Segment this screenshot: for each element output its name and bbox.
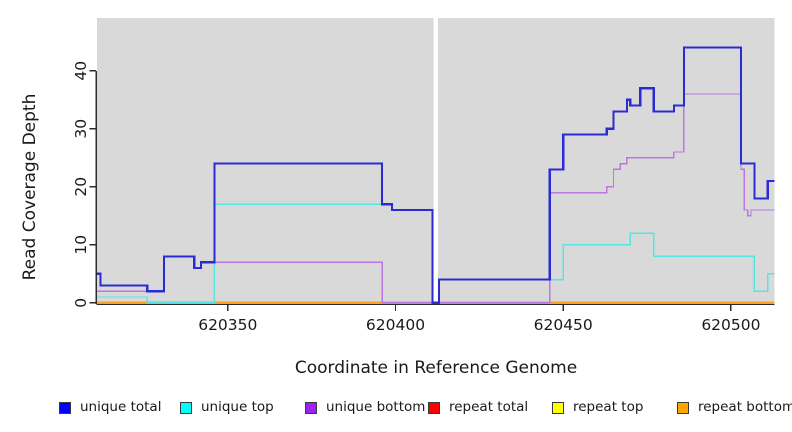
y-tick-label: 10 [72,235,90,255]
x-tick-label: 620400 [366,316,425,334]
series-unique-total [97,46,775,304]
y-axis-title: Read Coverage Depth [20,93,40,281]
y-tick-label: 40 [72,61,90,81]
x-axis-title: Coordinate in Reference Genome [294,358,578,378]
x-tick-label: 620500 [701,316,760,334]
x-tick-label: 620450 [534,316,593,334]
coverage-gap-band [433,18,438,304]
y-tick-label: 30 [72,119,90,139]
y-tick-label: 0 [72,298,90,308]
y-tick-label: 20 [72,177,90,197]
x-tick-label: 620350 [198,316,257,334]
